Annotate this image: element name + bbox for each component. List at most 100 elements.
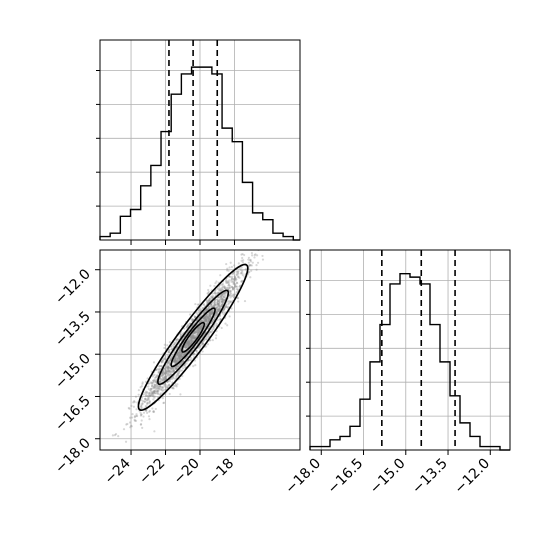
scatter-point	[210, 331, 213, 334]
scatter-point	[176, 354, 180, 357]
scatter-point	[198, 325, 201, 328]
scatter-point	[164, 372, 167, 376]
scatter-point	[199, 326, 202, 329]
scatter-point	[206, 308, 209, 311]
scatter-point	[205, 299, 208, 302]
scatter-point	[249, 276, 252, 279]
scatter-point	[226, 324, 229, 327]
scatter-point	[140, 419, 143, 422]
scatter-point	[180, 354, 183, 358]
scatter-point	[202, 317, 205, 320]
scatter-point	[159, 393, 162, 396]
scatter-point	[215, 306, 218, 309]
scatter-point	[153, 381, 156, 384]
scatter-point	[163, 375, 166, 378]
scatter-point	[221, 301, 224, 304]
scatter-point	[218, 300, 221, 303]
scatter-point	[142, 415, 145, 418]
scatter-point	[156, 389, 160, 392]
scatter-point	[218, 296, 222, 299]
scatter-point	[166, 363, 169, 366]
scatter-point	[209, 330, 212, 334]
scatter-point	[231, 288, 235, 291]
scatter-point	[226, 269, 229, 272]
scatter-point	[193, 315, 196, 318]
scatter-point	[210, 311, 214, 314]
scatter-point	[211, 305, 214, 308]
scatter-point	[190, 335, 193, 339]
scatter-point	[248, 259, 252, 262]
scatter-point	[144, 394, 147, 398]
scatter-point	[191, 318, 194, 321]
scatter-point	[210, 305, 213, 308]
scatter-point	[215, 309, 218, 313]
scatter-point	[169, 358, 172, 362]
scatter-point	[152, 391, 155, 394]
scatter-point	[227, 305, 230, 309]
scatter-point	[170, 367, 173, 370]
scatter-point	[166, 361, 169, 364]
scatter-point	[185, 326, 188, 329]
scatter-point	[160, 364, 163, 368]
scatter-point	[234, 279, 237, 282]
scatter-point	[214, 281, 217, 285]
scatter-point	[170, 347, 173, 351]
scatter-point	[229, 300, 232, 303]
scatter-point	[183, 327, 186, 330]
scatter-point	[169, 358, 172, 361]
scatter-point	[232, 295, 235, 298]
scatter-point	[163, 371, 166, 374]
scatter-point	[141, 426, 144, 429]
scatter-point	[182, 353, 185, 357]
scatter-point	[133, 419, 137, 422]
scatter-point	[208, 312, 211, 315]
scatter-point	[155, 375, 158, 378]
scatter-point	[179, 347, 182, 350]
scatter-point	[215, 313, 218, 317]
scatter-point	[179, 369, 182, 372]
scatter-point	[187, 342, 190, 345]
scatter-point	[157, 387, 161, 390]
scatter-point	[160, 388, 163, 391]
scatter-point	[248, 270, 251, 274]
scatter-point	[240, 280, 244, 283]
scatter-point	[207, 316, 210, 320]
scatter-point	[158, 368, 161, 371]
scatter-point	[182, 360, 185, 363]
scatter-point	[214, 314, 217, 317]
scatter-point	[220, 286, 223, 290]
scatter-point	[135, 414, 138, 418]
scatter-point	[139, 414, 143, 417]
scatter-point	[140, 404, 143, 408]
scatter-point	[210, 312, 213, 315]
scatter-point	[222, 286, 225, 289]
scatter-point	[215, 306, 218, 309]
scatter-point	[204, 318, 207, 321]
scatter-point	[170, 348, 173, 351]
scatter-point	[165, 370, 168, 373]
scatter-point	[194, 331, 198, 334]
scatter-point	[234, 285, 237, 288]
scatter-point	[189, 339, 192, 343]
scatter-point	[189, 322, 192, 325]
scatter-point	[166, 354, 169, 357]
scatter-point	[149, 381, 152, 385]
scatter-point	[133, 400, 136, 404]
scatter-point	[201, 341, 204, 344]
scatter-point	[154, 388, 157, 391]
scatter-point	[195, 349, 198, 352]
scatter-point	[213, 290, 216, 293]
scatter-point	[178, 356, 181, 359]
scatter-point	[153, 383, 156, 387]
scatter-point	[208, 315, 211, 318]
scatter-point	[182, 353, 186, 357]
scatter-point	[235, 291, 238, 294]
scatter-point	[175, 340, 178, 343]
scatter-point	[250, 264, 253, 267]
scatter-point	[192, 353, 195, 356]
scatter-point	[194, 316, 197, 319]
scatter-point	[234, 285, 237, 288]
scatter-point	[178, 354, 181, 358]
scatter-point	[216, 308, 219, 311]
scatter-point	[222, 300, 225, 303]
